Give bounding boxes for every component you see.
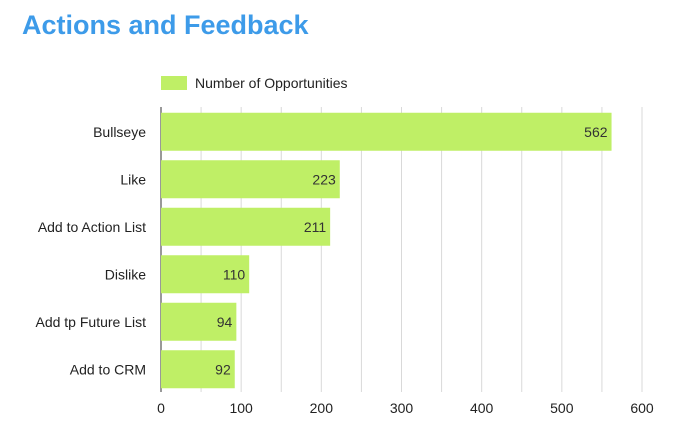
bar <box>161 350 235 389</box>
category-label: Add to CRM <box>70 361 146 377</box>
x-axis-ticks: 0 100 200 300 400 500 600 <box>157 400 654 416</box>
legend-label: Number of Opportunities <box>195 75 348 91</box>
bar-value-label: 223 <box>312 171 336 187</box>
category-label: Add to Action List <box>38 219 146 235</box>
x-tick-label: 500 <box>550 400 574 416</box>
category-labels: Bullseye Like Add to Action List Dislike Add… <box>35 124 146 378</box>
legend-swatch <box>161 76 187 90</box>
bar <box>161 112 612 151</box>
bar-value-label: 562 <box>584 124 608 140</box>
grid-lines <box>160 107 643 392</box>
category-label: Add tp Future List <box>35 314 146 330</box>
bars: 562 223 211 110 94 92 <box>161 112 612 389</box>
category-label: Bullseye <box>93 124 146 140</box>
x-tick-label: 200 <box>310 400 334 416</box>
x-tick-label: 600 <box>630 400 654 416</box>
chart-title: Actions and Feedback <box>22 10 309 40</box>
category-label: Like <box>120 171 146 187</box>
x-tick-label: 100 <box>229 400 253 416</box>
bar-value-label: 92 <box>215 361 231 377</box>
x-tick-label: 400 <box>470 400 494 416</box>
bar-value-label: 94 <box>217 314 233 330</box>
x-tick-label: 300 <box>390 400 414 416</box>
bar <box>161 207 331 246</box>
x-tick-label: 0 <box>157 400 165 416</box>
bar <box>161 255 250 294</box>
legend: Number of Opportunities <box>161 75 348 91</box>
bar <box>161 160 340 199</box>
bar <box>161 302 237 341</box>
bar-value-label: 110 <box>223 266 246 282</box>
category-label: Dislike <box>105 266 146 282</box>
bar-value-label: 211 <box>304 219 327 235</box>
